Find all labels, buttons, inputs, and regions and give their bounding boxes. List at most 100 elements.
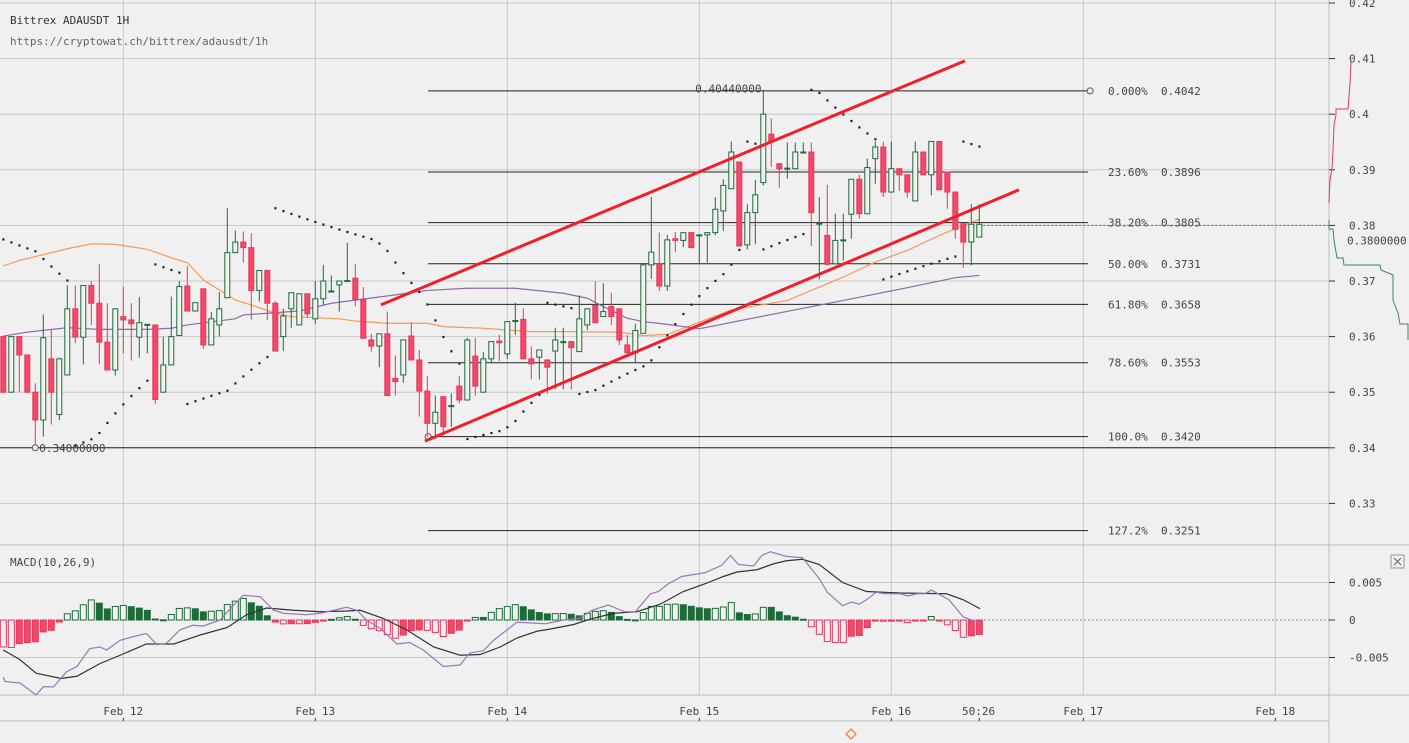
fibonacci-retracement[interactable]: 0.000% 0.4042 23.60% 0.3896 38.20% 0.3805 50.0…: [424, 85, 1201, 538]
candle: [224, 208, 231, 299]
macd-histogram-bar: [431, 619, 439, 633]
close-box[interactable]: [1390, 554, 1405, 569]
candle: [608, 292, 615, 325]
candle: [344, 242, 351, 283]
candle-body: [360, 298, 367, 339]
macd-histogram-bar: [631, 619, 639, 622]
fib-level-pct: 78.60%: [1108, 357, 1148, 370]
trendlines[interactable]: [380, 59, 1020, 443]
candle: [392, 355, 399, 396]
sar-dot: [202, 397, 205, 400]
sar-dot: [186, 402, 189, 406]
candle: [808, 142, 815, 246]
candle: [24, 354, 31, 393]
sar-dot: [410, 281, 413, 285]
macd-histogram-bar: [639, 612, 647, 621]
sar-dot: [530, 401, 533, 404]
macd-histogram-bar: [663, 603, 671, 621]
macd-histogram-bar: [655, 605, 663, 621]
candle: [704, 232, 711, 263]
macd-histogram-bar: [127, 606, 135, 621]
macd-histogram-bar: [175, 607, 183, 621]
candle: [320, 264, 327, 305]
macd-histogram-bar: [815, 619, 823, 635]
sar-dot: [58, 272, 61, 275]
sar-dot: [330, 226, 333, 229]
macd-histogram-bar: [887, 619, 895, 622]
candlesticks: [0, 89, 983, 446]
candle-body: [352, 277, 359, 300]
candle-body: [864, 167, 871, 215]
candle: [600, 283, 607, 318]
candle: [864, 158, 871, 215]
high-price-label: 0.40440000: [695, 83, 761, 96]
macd-histogram-bar: [895, 619, 903, 622]
candle-body: [224, 252, 231, 299]
horizontal-line-0.34[interactable]: [0, 444, 1329, 452]
sar-dot: [522, 410, 525, 413]
close-macd-button[interactable]: [1390, 554, 1405, 569]
candle-body: [704, 232, 711, 236]
candle: [776, 163, 783, 188]
candle-body: [504, 321, 511, 355]
candle-body: [720, 184, 727, 212]
sar-dot: [490, 431, 493, 435]
candle-body: [200, 288, 207, 346]
candle-body: [528, 358, 535, 365]
macd-histogram-bar: [143, 609, 151, 621]
candle-body: [8, 336, 15, 393]
candle-body: [840, 239, 847, 242]
macd-histogram-bar: [951, 619, 959, 632]
candle: [520, 308, 527, 360]
macd-histogram-bar: [207, 610, 215, 621]
macd-histogram-bar: [527, 609, 535, 621]
sar-dot: [938, 260, 941, 263]
sar-dot: [442, 335, 445, 339]
candle-body: [848, 178, 855, 215]
candle: [784, 142, 791, 179]
macd-histogram-bar: [831, 619, 839, 643]
candle-body: [112, 308, 119, 371]
sar-dot: [50, 265, 53, 268]
fib-level-value: 0.4042: [1161, 85, 1201, 98]
fib-level-pct: 100.0%: [1108, 431, 1148, 444]
candle: [552, 327, 559, 390]
candle-body: [680, 232, 687, 241]
candle-body: [960, 223, 967, 243]
macd-histogram-bar: [55, 619, 63, 623]
sar-dot: [210, 394, 213, 397]
macd-panel: [0, 551, 1329, 696]
candle: [832, 213, 839, 265]
ema-line: [3, 218, 980, 337]
sar-dot: [610, 380, 613, 383]
price-tick-label: 0.37: [1349, 275, 1376, 288]
candle-body: [328, 290, 335, 293]
sar-dot: [858, 126, 861, 129]
time-tick-label: Feb 16: [871, 705, 911, 718]
candle: [752, 179, 759, 245]
sar-dot: [682, 312, 685, 316]
candle: [416, 349, 423, 417]
macd-histogram-bar: [911, 619, 919, 622]
macd-histogram-bar: [687, 605, 695, 621]
candle-body: [152, 324, 159, 400]
macd-histogram-bar: [351, 618, 359, 621]
sar-dot: [978, 145, 981, 148]
candle: [56, 357, 63, 420]
candle: [624, 334, 631, 354]
sar-dot: [74, 444, 77, 447]
time-tick-label: Feb 13: [295, 705, 335, 718]
candle: [120, 286, 127, 354]
macd-histogram-bar: [79, 604, 87, 621]
candle-body: [968, 223, 975, 243]
candle-body: [248, 247, 255, 291]
price-tick-label: 0.39: [1349, 164, 1376, 177]
candle-body: [88, 284, 95, 304]
macd-histogram-bar: [247, 602, 255, 621]
macd-histogram-bar: [95, 602, 103, 621]
event-marker-diamond-icon[interactable]: [845, 728, 857, 740]
candle-body: [752, 194, 759, 214]
candle: [112, 308, 119, 376]
candle: [968, 204, 975, 266]
